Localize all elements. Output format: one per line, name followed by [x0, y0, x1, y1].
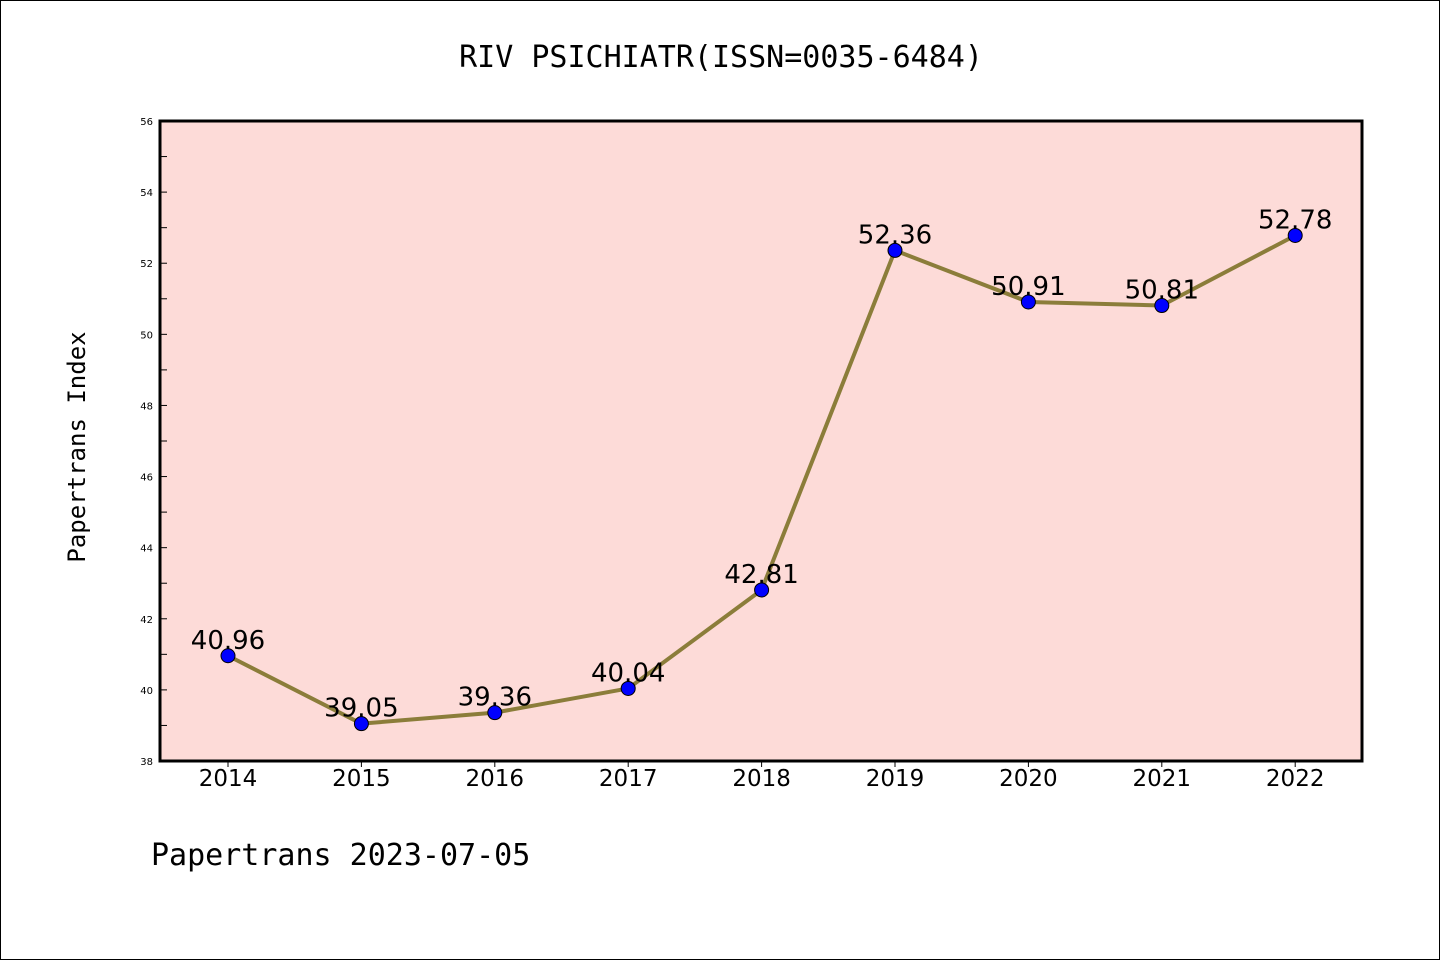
x-tick-label: 2014	[199, 766, 258, 792]
y-tick-label: 44	[140, 544, 153, 555]
x-tick-label: 2021	[1133, 766, 1192, 792]
x-tick-label: 2015	[332, 766, 391, 792]
data-point	[220, 648, 236, 664]
data-point	[887, 242, 903, 258]
series-group	[220, 227, 1303, 732]
y-tick-label: 42	[140, 615, 153, 626]
data-label: 50.81	[1125, 276, 1199, 306]
y-tick-label: 56	[140, 117, 153, 128]
data-point	[487, 705, 503, 721]
data-label: 42.81	[724, 560, 798, 590]
y-tick-label: 54	[140, 188, 153, 199]
y-tick-label: 40	[140, 686, 153, 697]
x-tick-label: 2017	[599, 766, 658, 792]
y-axis: 38 40 42 44 46 48 50 52 54 56	[140, 117, 167, 768]
x-tick-label: 2019	[866, 766, 925, 792]
data-labels: 40.96 39.05 39.36 40.04 42.81 52.36 50.91 50.81…	[191, 205, 1333, 723]
data-point	[754, 582, 770, 598]
x-tick-label: 2022	[1266, 766, 1325, 792]
data-label: 40.96	[191, 626, 265, 656]
y-tick-label: 38	[140, 757, 153, 768]
data-point	[1154, 298, 1170, 314]
x-tick-label: 2016	[466, 766, 525, 792]
data-point	[1020, 294, 1036, 310]
y-tick-label: 50	[140, 330, 153, 341]
y-tick-label: 48	[140, 401, 153, 412]
data-label: 50.91	[991, 272, 1065, 302]
x-tick-label: 2018	[732, 766, 791, 792]
data-point	[620, 680, 636, 696]
chart-title: RIV PSICHIATR(ISSN=0035-6484)	[459, 40, 983, 75]
plot-area	[158, 119, 1364, 763]
x-tick-label: 2020	[999, 766, 1058, 792]
data-point	[1287, 227, 1303, 243]
y-axis-label: Papertrans Index	[63, 331, 91, 562]
data-label: 39.36	[458, 683, 532, 713]
data-label: 52.78	[1258, 205, 1332, 235]
data-point	[353, 716, 369, 732]
y-tick-label: 52	[140, 259, 153, 270]
y-tick-label: 46	[140, 473, 153, 484]
footer-text: Papertrans 2023-07-05	[151, 838, 530, 873]
data-label: 40.04	[591, 658, 665, 688]
data-label: 52.36	[858, 220, 932, 250]
data-label: 39.05	[324, 694, 398, 724]
x-axis: 2014 2015 2016 2017 2018 2019 2020 2021 2022	[199, 761, 1325, 792]
